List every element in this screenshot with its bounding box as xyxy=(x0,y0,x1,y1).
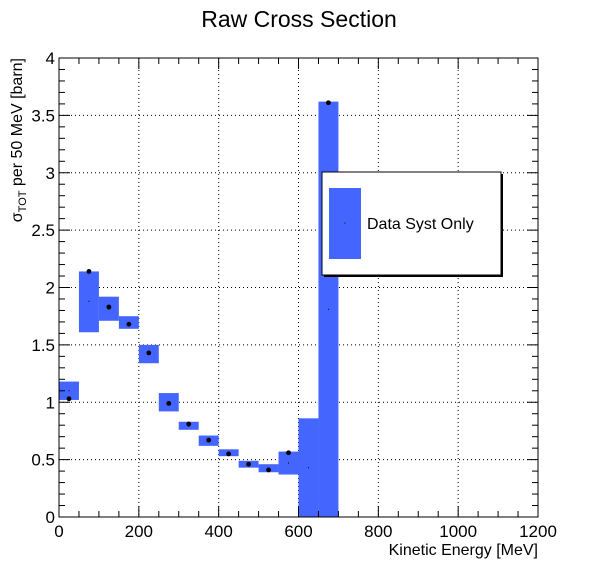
data-point-2 xyxy=(106,305,111,310)
y-axis-label-subscript: TOT xyxy=(17,190,29,212)
y-tick-label: 2 xyxy=(46,279,55,298)
syst-band-1 xyxy=(79,271,99,332)
data-point-11 xyxy=(286,450,291,455)
legend-entry-label: Data Syst Only xyxy=(367,216,474,233)
data-point-8 xyxy=(226,451,231,456)
data-point-6 xyxy=(186,422,191,427)
x-tick-label: 1000 xyxy=(439,522,477,541)
data-point-0 xyxy=(67,396,72,401)
data-point-10 xyxy=(266,468,271,473)
data-point-12 xyxy=(326,100,331,105)
y-tick-label: 3.5 xyxy=(31,106,55,125)
y-tick-label: 2.5 xyxy=(31,221,55,240)
x-axis-label: Kinetic Energy [MeV] xyxy=(389,542,538,559)
data-point-1 xyxy=(87,269,92,274)
data-point-3 xyxy=(126,322,131,327)
data-point-5 xyxy=(166,401,171,406)
data-point-7 xyxy=(206,438,211,443)
chart-title: Raw Cross Section xyxy=(201,6,397,32)
x-tick-label: 1200 xyxy=(519,522,557,541)
y-axis-label: σTOT per 50 MeV [barn] xyxy=(9,58,29,222)
x-tick-label: 600 xyxy=(284,522,312,541)
data-point-4 xyxy=(146,351,151,356)
data-point-9 xyxy=(246,462,251,467)
y-tick-label: 0 xyxy=(46,508,55,527)
y-tick-label: 1.5 xyxy=(31,336,55,355)
x-tick-label: 0 xyxy=(54,522,63,541)
y-tick-label: 1 xyxy=(46,393,55,412)
x-tick-label: 800 xyxy=(364,522,392,541)
x-tick-label: 200 xyxy=(125,522,153,541)
x-tick-label: 400 xyxy=(204,522,232,541)
y-axis-label-symbol: σ xyxy=(9,212,26,222)
y-tick-label: 4 xyxy=(46,49,55,68)
y-tick-label: 3 xyxy=(46,164,55,183)
y-tick-label: 0.5 xyxy=(31,451,55,470)
y-axis-label-suffix: per 50 MeV [barn] xyxy=(9,58,26,191)
